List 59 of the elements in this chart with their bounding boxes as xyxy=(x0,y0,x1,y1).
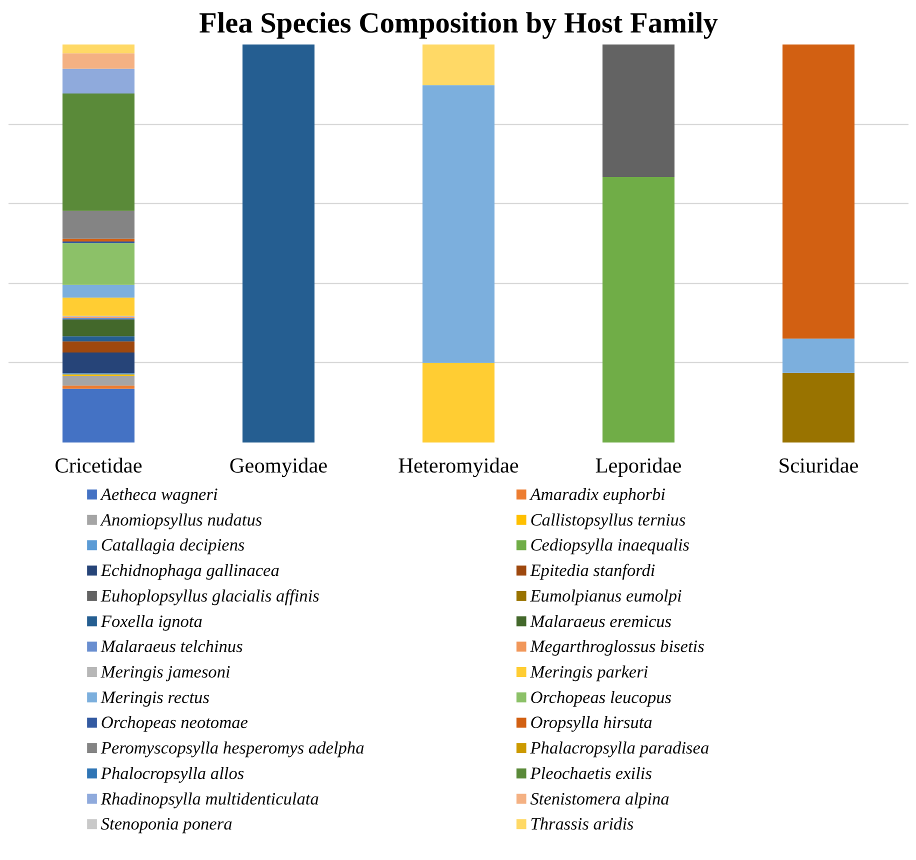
legend-label: Foxella ignota xyxy=(100,612,203,631)
legend-label: Meringis jamesoni xyxy=(100,662,231,682)
chart-title: Flea Species Composition by Host Family xyxy=(199,8,718,40)
bar xyxy=(62,53,134,69)
legend-label: Stenistomera alpina xyxy=(530,789,670,808)
legend-label: Peromyscopsylla hesperomys adelpha xyxy=(100,738,365,758)
x-tick-label: Sciuridae xyxy=(778,454,859,478)
legend-label: Thrassis aridis xyxy=(530,814,634,834)
bar xyxy=(62,210,134,239)
legend-label: Epitedia stanfordi xyxy=(529,561,656,580)
bar xyxy=(62,352,134,374)
legend-label: Oropsylla hirsuta xyxy=(530,713,653,732)
legend-label: Orchopeas neotomae xyxy=(100,713,248,732)
bar xyxy=(62,44,134,54)
bar xyxy=(62,243,134,285)
bar xyxy=(62,376,134,386)
legend-label: Pleochaetis exilis xyxy=(529,764,652,783)
legend-label: Orchopeas leucopus xyxy=(530,688,672,707)
bar xyxy=(62,336,134,342)
legend-label: Amaradix euphorbi xyxy=(529,485,666,504)
x-tick-label: Cricetidae xyxy=(54,454,142,478)
legend-label: Megarthroglossus bisetis xyxy=(529,637,705,656)
x-tick-label: Geomyidae xyxy=(229,454,328,478)
bar xyxy=(242,44,314,442)
x-tick-label: Leporidae xyxy=(595,454,682,478)
bar xyxy=(422,44,494,86)
bar xyxy=(782,44,854,339)
legend-label: Meringis rectus xyxy=(100,688,210,707)
legend-label: Malaraeus eremicus xyxy=(529,612,672,631)
bar xyxy=(62,341,134,353)
bar xyxy=(62,388,134,442)
bar xyxy=(62,68,134,94)
legend-label: Phalacropsylla paradisea xyxy=(529,738,710,758)
legend-label: Malaraeus telchinus xyxy=(100,637,244,656)
bar xyxy=(62,93,134,211)
bar xyxy=(602,177,674,442)
legend-label: Catallagia decipiens xyxy=(100,536,246,555)
bar xyxy=(62,320,134,336)
legend-label: Callistopsyllus ternius xyxy=(530,510,686,530)
legend-label: Euhoplopsyllus glacialis affinis xyxy=(100,586,320,606)
legend-label: Echidnophaga gallinacea xyxy=(100,561,280,580)
legend-label: Rhadinopsylla multidenticulata xyxy=(100,789,320,808)
legend-label: Stenoponia ponera xyxy=(100,814,233,834)
x-tick-label: Heteromyidae xyxy=(398,454,519,478)
legend-label: Meringis parkeri xyxy=(529,662,648,682)
bar xyxy=(602,44,674,178)
bar xyxy=(62,284,134,298)
legend-label: Anomiopsyllus nudatus xyxy=(100,510,262,530)
bar xyxy=(782,372,854,442)
bar xyxy=(62,386,134,389)
bar xyxy=(62,298,134,316)
legend-label: Aetheca wagneri xyxy=(100,485,218,504)
bar xyxy=(782,338,854,373)
bar xyxy=(422,85,494,363)
legend-label: Eumolpianus eumolpi xyxy=(529,586,682,606)
bar xyxy=(422,362,494,442)
legend-label: Phalocropsylla allos xyxy=(100,764,244,783)
legend-label: Cediopsylla inaequalis xyxy=(530,536,690,555)
bar xyxy=(62,238,134,242)
